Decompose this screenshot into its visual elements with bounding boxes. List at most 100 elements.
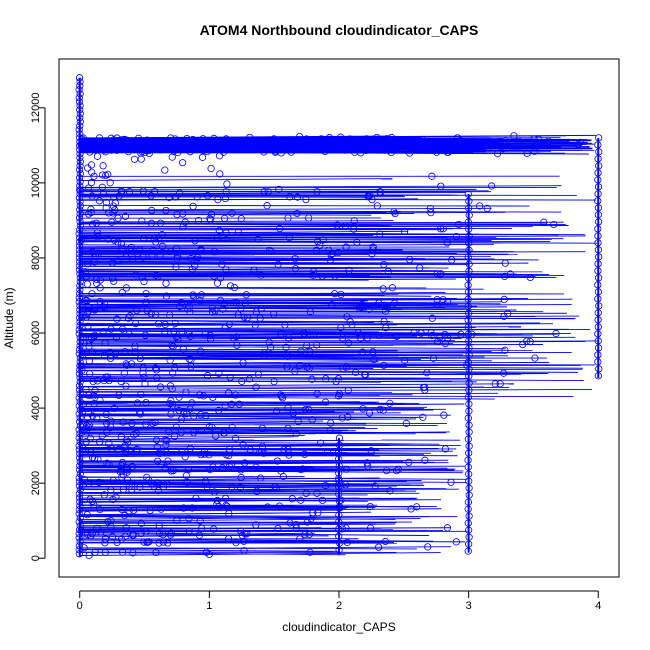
data-point [223,180,231,188]
profile-line [79,143,555,147]
data-point [87,205,95,213]
data-point [465,526,473,534]
data-point [455,220,463,229]
profile-line [79,137,486,140]
data-point [447,478,455,486]
data-point [76,106,84,114]
data-point [76,122,84,130]
data-point [75,526,84,534]
data-point [76,222,84,230]
data-point [335,455,343,463]
data-point [128,419,136,428]
data-point [328,301,336,309]
data-point [121,145,129,153]
data-point [544,137,553,145]
profile-line [79,417,330,421]
data-point [106,349,114,357]
profile-line [79,477,380,482]
data-point [76,318,84,326]
data-point [120,511,129,520]
data-point [88,497,97,505]
data-point [110,277,118,285]
data-point [465,470,473,478]
data-point [82,437,90,446]
profile-line [79,395,574,398]
data-point [75,298,83,306]
data-point [169,467,177,475]
data-point [464,414,472,422]
data-point [155,539,163,547]
profile-line [79,363,595,366]
profile-line [79,470,363,474]
data-point [464,505,472,513]
data-point [594,330,602,338]
data-point [83,422,91,430]
data-point [335,539,344,547]
data-point [153,374,161,382]
data-point [93,524,101,532]
data-point [335,469,343,477]
data-point [197,291,205,299]
profile-line [79,261,448,264]
profile-line [79,403,465,408]
data-point [156,219,165,227]
y-tick-label: 12000 [30,93,42,124]
profile-line [79,349,442,353]
data-point [94,455,102,463]
data-point [164,457,172,465]
data-point [129,549,137,557]
data-point [309,271,317,279]
data-point [181,218,189,226]
data-point [123,361,131,369]
data-point [107,325,115,333]
data-point [91,306,99,314]
data-point [86,434,94,442]
data-point [185,355,194,363]
data-point [112,493,120,501]
profile-line [79,401,420,404]
data-point [382,324,390,332]
data-point [76,450,84,458]
data-point [151,188,159,196]
data-point [335,546,343,554]
data-point [82,313,90,321]
data-point [189,202,197,210]
data-point [145,149,153,158]
data-point [230,283,239,292]
profile-line [79,345,506,350]
data-point [84,322,92,330]
data-point [301,405,310,414]
data-point [84,414,92,422]
data-point [322,375,330,383]
profile-line [79,207,492,211]
data-point [226,282,235,290]
data-point [177,298,185,307]
profile-line [79,344,543,347]
data-point [206,214,214,223]
data-point [334,375,343,383]
data-point [464,547,472,555]
data-point [182,472,191,480]
data-point [85,184,93,192]
data-point [594,239,602,247]
profile-line [79,304,445,309]
data-point [457,330,465,338]
data-point [106,179,114,187]
data-point [76,134,84,142]
data-point [115,391,123,399]
data-point [256,314,264,322]
data-point [179,345,187,353]
data-point [465,386,473,394]
data-point [464,253,472,261]
data-point [429,354,438,362]
data-point [380,301,389,309]
data-point [76,378,84,386]
data-point [491,380,499,388]
data-point [301,530,309,539]
data-point [76,150,84,158]
profile-line [79,522,397,524]
data-point [151,137,159,145]
profile-line [79,270,543,273]
profile-line [79,378,469,380]
profile-line [79,293,432,297]
